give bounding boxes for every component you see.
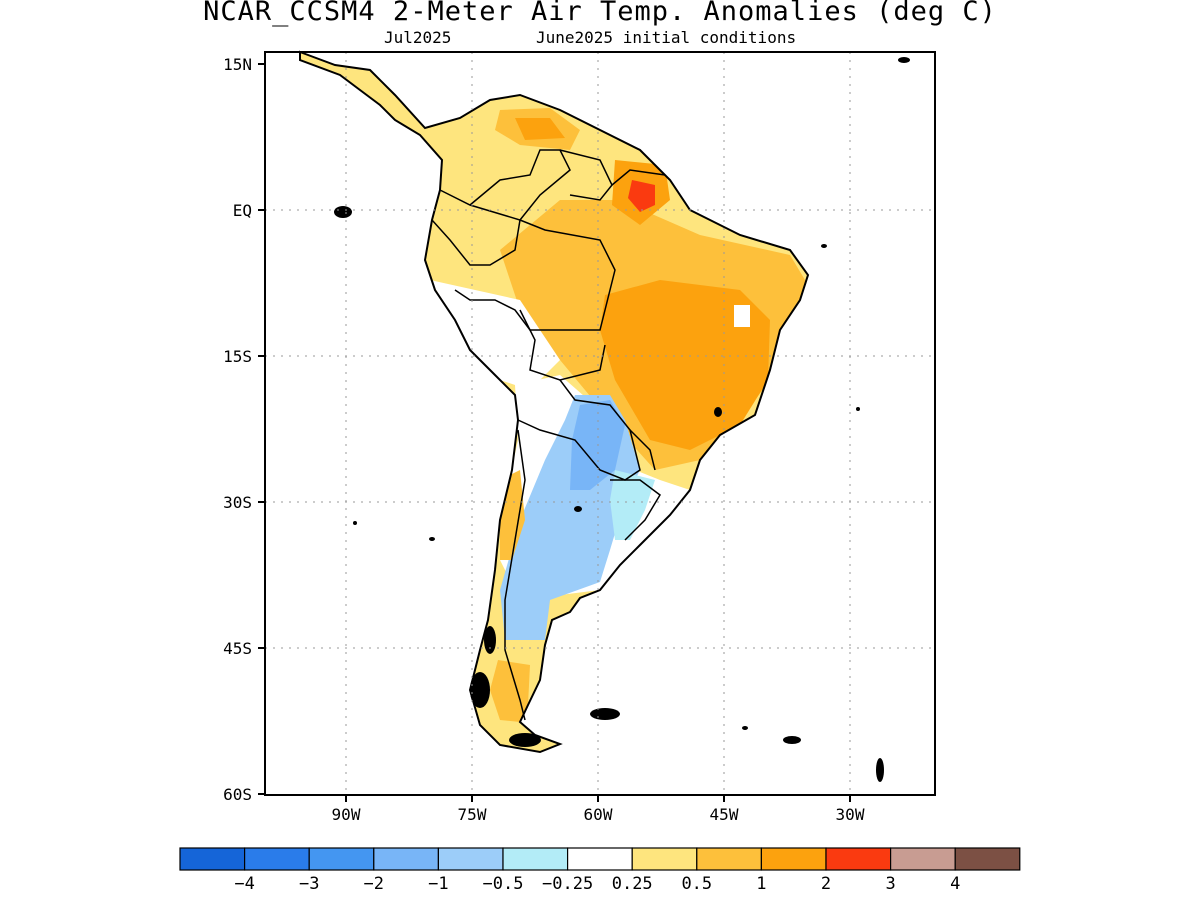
colorbar-swatch [244, 847, 310, 871]
lon-label-90w: 90W [332, 805, 361, 824]
lon-label-75w: 75W [458, 805, 487, 824]
colorbar-label: −3 [299, 874, 319, 894]
colorbar-label: −1 [428, 874, 448, 894]
anomaly-fill-hotspot [628, 180, 655, 212]
colorbar-swatch [631, 847, 698, 871]
colorbar-swatch [437, 847, 504, 871]
lat-label-15s: 15S [223, 347, 252, 366]
lat-label-45s: 45S [223, 639, 252, 658]
colorbar-label: −4 [234, 874, 254, 894]
colorbar-label: −0.25 [542, 874, 593, 894]
colorbar-label: 0.5 [681, 874, 712, 894]
anomaly-fill-venezuela-core [515, 118, 565, 140]
islands [334, 57, 910, 782]
lon-label-60w: 60W [584, 805, 613, 824]
colorbar-swatch [825, 847, 892, 871]
lat-label-15n: 15N [223, 55, 252, 74]
valid-month-label: Jul2025 [384, 28, 452, 47]
colorbar-swatch [954, 847, 1021, 871]
colorbar-label: −2 [364, 874, 384, 894]
map-frame [264, 51, 936, 796]
colorbar-swatch [179, 847, 246, 871]
country-borders [431, 149, 666, 721]
colorbar-swatch [760, 847, 827, 871]
colorbar-label: 2 [821, 874, 831, 894]
colorbar-swatch [566, 847, 633, 871]
initial-conditions-label: June2025 initial conditions [536, 28, 797, 47]
colorbar-swatch [889, 847, 956, 871]
map-title: NCAR_CCSM4 2-Meter Air Temp. Anomalies (… [203, 0, 997, 27]
anomaly-fill-orange [600, 280, 770, 450]
axis-ticks [258, 63, 851, 802]
colorbar-label: 0.25 [612, 874, 653, 894]
colorbar-swatch [696, 847, 762, 871]
colorbar-swatch [502, 847, 569, 871]
anomaly-fill-patagonia [490, 660, 530, 722]
lat-label-60s: 60S [223, 785, 252, 804]
colorbar-label: −0.5 [483, 874, 524, 894]
lon-label-30w: 30W [836, 805, 865, 824]
colorbar-label: 4 [950, 874, 960, 894]
colorbar-label: 3 [885, 874, 895, 894]
lon-label-45w: 45W [710, 805, 739, 824]
lat-label-30s: 30S [223, 493, 252, 512]
colorbar-swatch [308, 847, 375, 871]
anomaly-fill-layer [300, 52, 808, 752]
anomaly-fill-missing-box [734, 305, 750, 327]
colorbar: −4 −3 −2 −1 −0.5 −0.25 0.25 0.5 1 2 3 4 [179, 847, 1021, 894]
colorbar-label: 1 [756, 874, 766, 894]
colorbar-swatch [373, 847, 439, 871]
lat-label-eq: EQ [233, 201, 252, 220]
anomaly-fill-uruguay [610, 470, 655, 540]
anomaly-fill-neutral-peru [430, 280, 560, 390]
